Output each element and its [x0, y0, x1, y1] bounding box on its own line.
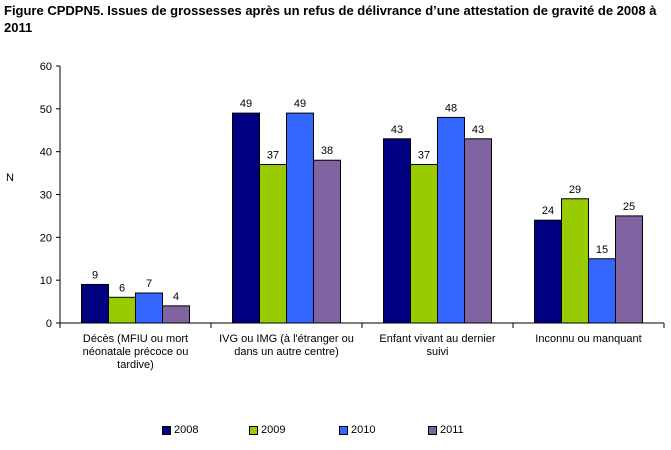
legend-swatch [162, 425, 171, 435]
legend-item-2011: 2011 [428, 424, 464, 436]
data-label: 38 [321, 145, 333, 157]
data-label: 43 [472, 124, 484, 136]
y-tick-label: 20 [40, 232, 52, 244]
bar-2008-cat1 [81, 283, 109, 324]
data-label: 9 [92, 269, 98, 281]
category-label: Décès (MFIU ou mort néonatale précoce ou t… [83, 333, 189, 371]
data-label: 4 [173, 291, 179, 303]
chart-bars [81, 112, 643, 324]
data-label: 25 [623, 201, 635, 213]
data-label: 43 [391, 124, 403, 136]
chart-legend: 2008 2009 2010 2011 [150, 424, 530, 438]
data-label: 48 [445, 102, 457, 114]
bar-2009-cat1 [108, 296, 136, 324]
data-label: 24 [542, 205, 554, 217]
y-tick-label: 50 [40, 104, 52, 116]
y-tick-label: 60 [40, 61, 52, 73]
bar-2011-cat3 [464, 138, 492, 324]
y-tick-label: 40 [40, 147, 52, 159]
bar-2010-cat4 [588, 258, 616, 324]
bar-2008-cat4 [534, 219, 562, 324]
legend-item-2009: 2009 [249, 424, 285, 436]
legend-item-2008: 2008 [162, 424, 198, 436]
bar-2010-cat1 [135, 292, 163, 324]
bar-2008-cat2 [232, 112, 260, 324]
legend-label: 2008 [174, 424, 199, 436]
chart-labels: 9 6 7 4 Décès (MFIU ou mort néonatale précoce… [83, 98, 642, 371]
legend-label: 2009 [261, 424, 286, 436]
chart-title: Figure CPDPN5. Issues de grossesses aprè… [4, 3, 657, 35]
category-label: IVG ou IMG (à l'étranger ou dans un autre… [219, 333, 354, 358]
bar-2011-cat4 [615, 215, 643, 324]
data-label: 7 [146, 278, 152, 290]
data-label: 37 [267, 150, 279, 162]
bar-2009-cat4 [561, 198, 589, 324]
data-label: 37 [418, 150, 430, 162]
y-axis-label: N [6, 172, 14, 184]
y-tick-label: 0 [46, 318, 52, 330]
legend-swatch [339, 425, 348, 435]
data-label: 49 [240, 98, 252, 110]
legend-swatch [428, 425, 437, 435]
bar-2011-cat1 [162, 305, 190, 324]
bar-2009-cat3 [410, 164, 438, 324]
legend-label: 2011 [440, 424, 464, 436]
bar-2010-cat3 [437, 116, 465, 324]
bar-2010-cat2 [286, 112, 314, 324]
legend-item-2010: 2010 [339, 424, 375, 436]
legend-label: 2010 [351, 424, 376, 436]
y-tick-label: 30 [40, 190, 52, 202]
bar-2008-cat3 [383, 138, 411, 324]
y-tick-label: 10 [40, 275, 52, 287]
data-label: 6 [119, 282, 125, 294]
bar-2009-cat2 [259, 164, 287, 324]
category-label: Enfant vivant au dernier suivi [379, 333, 496, 358]
data-label: 49 [294, 98, 306, 110]
legend-swatch [249, 425, 258, 435]
bar-2011-cat2 [313, 159, 341, 324]
data-label: 15 [596, 244, 608, 256]
category-label: Inconnu ou manquant [535, 333, 641, 345]
data-label: 29 [569, 184, 581, 196]
